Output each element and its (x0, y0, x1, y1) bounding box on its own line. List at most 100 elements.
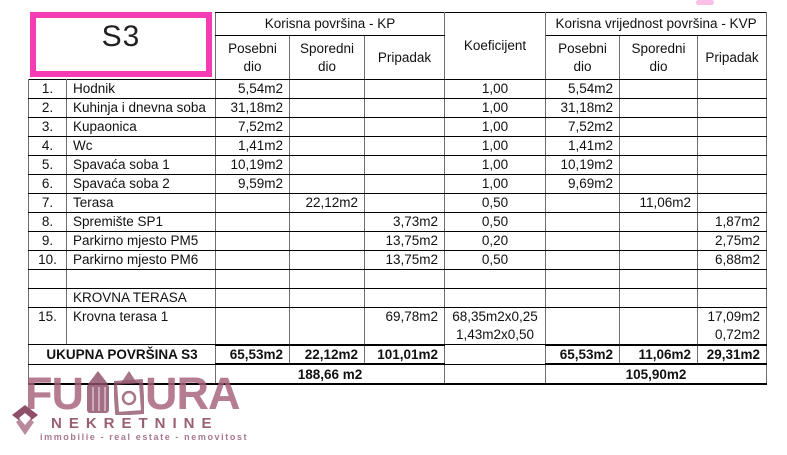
table-cell: 7,52m2 (215, 117, 290, 137)
table-cell (697, 98, 768, 118)
table-body: 1. Hodnik 5,54m2 1,00 5,54m2 2. Kuhinja i dnev… (28, 79, 768, 346)
table-cell: 31,18m2 (215, 98, 290, 118)
unit-label: S3 (101, 20, 141, 53)
koeficijent-header: Koeficijent (444, 12, 547, 80)
sum-spacer (28, 363, 216, 386)
table-row: 8. Spremište SP1 3,73m2 0,50 1,87m2 (28, 212, 768, 232)
kp-group-header: Korisna površina - KP (214, 12, 446, 36)
table-cell: 11,06m2 (619, 193, 699, 213)
table-cell (545, 288, 621, 308)
sum-koef-spacer (444, 363, 547, 386)
table-cell (444, 269, 547, 289)
table-cell: 5,54m2 (545, 79, 621, 99)
table-cell (619, 98, 699, 118)
table-cell: 1,87m2 (697, 212, 768, 232)
table-cell: Krovna terasa 1 (66, 306, 216, 346)
table-cell: 7,52m2 (545, 117, 621, 137)
table-cell: 0,50 (444, 250, 547, 270)
unit-badge: S3 (30, 12, 212, 77)
table-cell (619, 155, 699, 175)
table-cell (619, 288, 699, 308)
table-row: 10. Parkirno mjesto PM6 13,75m2 0,50 6,88m2 (28, 250, 768, 270)
table-cell (619, 231, 699, 251)
kvp-posebni-header: Posebni dio (545, 35, 621, 80)
kvp-pripadak-header: Pripadak (697, 35, 768, 80)
diamond-logo-icon (12, 405, 48, 442)
totals-row: UKUPNA POVRŠINA S3 65,53m2 22,12m2 101,0… (28, 343, 768, 366)
table-cell (619, 212, 699, 232)
table-cell: Hodnik (66, 79, 216, 99)
table-row: 9. Parkirno mjesto PM5 13,75m2 0,20 2,75m2 (28, 231, 768, 251)
totals-kp-pripadak: 101,01m2 (363, 343, 446, 366)
table-cell: 1,41m2 (545, 136, 621, 156)
table-cell (697, 269, 768, 289)
table-cell (215, 250, 290, 270)
table-cell: 0,50 (444, 193, 547, 213)
table-cell (289, 155, 365, 175)
table-cell (545, 193, 621, 213)
table-row: 15. Krovna terasa 1 69,78m2 68,35m2x0,25 1,… (28, 306, 768, 346)
table-cell (66, 269, 216, 289)
table-cell (363, 136, 446, 156)
table-cell (545, 231, 621, 251)
table-cell (215, 288, 290, 308)
table-cell (363, 269, 446, 289)
table-cell: 7. (28, 193, 67, 213)
table-cell: 9. (28, 231, 67, 251)
table-cell (363, 174, 446, 194)
table-cell (363, 117, 446, 137)
table-cell (289, 306, 365, 346)
table-cell: 2,75m2 (697, 231, 768, 251)
agency-name: NEKRETNINE (51, 415, 219, 432)
table-cell: Spremište SP1 (66, 212, 216, 232)
table-cell: 1,00 (444, 117, 547, 137)
totals-kvp-posebni: 65,53m2 (545, 343, 621, 366)
table-cell: 1. (28, 79, 67, 99)
table-cell (289, 288, 365, 308)
table-cell: 2. (28, 98, 67, 118)
table-cell (363, 155, 446, 175)
table-cell: 13,75m2 (363, 250, 446, 270)
table-cell: Kupaonica (66, 117, 216, 137)
table-cell (215, 231, 290, 251)
table-cell: 10,19m2 (215, 155, 290, 175)
table-cell: 5. (28, 155, 67, 175)
table-cell: 10,19m2 (545, 155, 621, 175)
table-cell (289, 269, 365, 289)
table-row: 4. Wc 1,41m2 1,00 1,41m2 (28, 136, 768, 156)
table-row: 2. Kuhinja i dnevna soba 31,18m2 1,00 31,18m… (28, 98, 768, 118)
table-cell: 9,69m2 (545, 174, 621, 194)
table-cell (444, 288, 547, 308)
table-cell: 3. (28, 117, 67, 137)
table-cell (545, 269, 621, 289)
table-cell (619, 174, 699, 194)
table-cell (697, 117, 768, 137)
table-cell: 17,09m2 0,72m2 (697, 306, 768, 346)
table-cell (289, 136, 365, 156)
table-cell (545, 306, 621, 346)
table-cell (363, 98, 446, 118)
table-cell (697, 136, 768, 156)
totals-kvp-sporedni: 11,06m2 (619, 343, 699, 366)
table-cell: 15. (28, 306, 67, 346)
table-row: 7. Terasa 22,12m2 0,50 11,06m2 (28, 193, 768, 213)
table-cell: 13,75m2 (363, 231, 446, 251)
table-cell (363, 193, 446, 213)
table-cell (545, 212, 621, 232)
table-cell (619, 269, 699, 289)
table-cell (619, 117, 699, 137)
table-cell (215, 212, 290, 232)
table-cell (289, 117, 365, 137)
totals-kp-sporedni: 22,12m2 (289, 343, 365, 366)
table-row: 6. Spavaća soba 2 9,59m2 1,00 9,69m2 (28, 174, 768, 194)
table-row: KROVNA TERASA (28, 288, 768, 308)
table-cell: 69,78m2 (363, 306, 446, 346)
table-cell (697, 193, 768, 213)
table-cell: 1,00 (444, 174, 547, 194)
kvp-group-header: Korisna vrijednost površina - KVP (545, 12, 768, 36)
scan-artifact (696, 0, 714, 5)
table-cell (289, 174, 365, 194)
table-cell (28, 269, 67, 289)
agency-tagline: immobilie - real estate - nemovitost (40, 432, 249, 442)
